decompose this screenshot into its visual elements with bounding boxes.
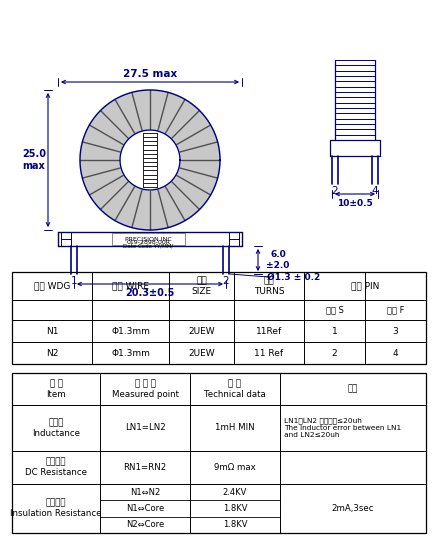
- Text: 4: 4: [372, 186, 378, 196]
- Text: Ø1.3 ± 0.2: Ø1.3 ± 0.2: [268, 273, 321, 281]
- Text: Date Code YY/MM/: Date Code YY/MM/: [123, 243, 174, 248]
- Text: 3: 3: [392, 327, 398, 335]
- Text: 2: 2: [332, 186, 338, 196]
- Text: 项 目
Item: 项 目 Item: [46, 379, 66, 399]
- Text: RN1=RN2: RN1=RN2: [123, 463, 167, 472]
- Polygon shape: [80, 90, 220, 230]
- Text: 末头 F: 末头 F: [387, 306, 404, 314]
- Text: 绕组 WDG: 绕组 WDG: [34, 281, 70, 291]
- Text: 络缘阻抗
Insulation Resistance: 络缘阻抗 Insulation Resistance: [10, 499, 102, 518]
- Text: 直流电际
DC Resistance: 直流电际 DC Resistance: [25, 458, 87, 477]
- Text: 11Ref: 11Ref: [256, 327, 282, 335]
- Text: 2UEW: 2UEW: [188, 348, 215, 358]
- Text: 指 标
Technical data: 指 标 Technical data: [204, 379, 266, 399]
- Text: 1.8KV: 1.8KV: [223, 504, 247, 513]
- Text: 10±0.5: 10±0.5: [337, 199, 373, 208]
- Text: 2: 2: [332, 348, 337, 358]
- Text: 1: 1: [71, 276, 77, 286]
- Text: 20.3±0.5: 20.3±0.5: [125, 288, 175, 298]
- Text: N1: N1: [46, 327, 58, 335]
- Text: 6.0
±2.0: 6.0 ±2.0: [266, 250, 290, 270]
- Bar: [112, 233, 185, 245]
- Text: 匠数
TURNS: 匠数 TURNS: [254, 276, 284, 296]
- Text: N1⇔N2: N1⇔N2: [130, 487, 160, 497]
- Text: PREC|SION INC: PREC|SION INC: [125, 236, 172, 241]
- Text: 针脚 PIN: 针脚 PIN: [351, 281, 379, 291]
- Text: 2mA,3sec: 2mA,3sec: [332, 504, 374, 513]
- Text: Φ1.3mm: Φ1.3mm: [111, 327, 150, 335]
- Text: N2⇔Core: N2⇔Core: [126, 520, 164, 529]
- Text: 起头 S: 起头 S: [326, 306, 344, 314]
- Text: 2.4KV: 2.4KV: [223, 487, 247, 497]
- Text: 测 试 点
Measured point: 测 试 点 Measured point: [111, 379, 179, 399]
- Text: LN1与LN2 电感偏差≤20uh
The inductor error between LN1
and LN2≤20uh: LN1与LN2 电感偏差≤20uh The inductor error bet…: [284, 418, 401, 438]
- Text: 规格
SIZE: 规格 SIZE: [191, 276, 212, 296]
- Text: 2UEW: 2UEW: [188, 327, 215, 335]
- Text: 2: 2: [223, 276, 229, 286]
- Text: N1⇔Core: N1⇔Core: [126, 504, 164, 513]
- Text: 1mH MIN: 1mH MIN: [215, 424, 255, 432]
- Text: 11 Ref: 11 Ref: [254, 348, 283, 358]
- Text: 备注: 备注: [348, 385, 358, 393]
- Text: 4: 4: [392, 348, 398, 358]
- Text: 019-2898-00R: 019-2898-00R: [127, 240, 170, 245]
- Bar: [12, 373, 426, 533]
- Text: N2: N2: [46, 348, 58, 358]
- Text: 1.8KV: 1.8KV: [223, 520, 247, 529]
- Text: 电感量
Inductance: 电感量 Inductance: [32, 418, 80, 438]
- Text: LN1=LN2: LN1=LN2: [125, 424, 165, 432]
- Polygon shape: [120, 130, 180, 190]
- Text: 线径 WIRE: 线径 WIRE: [112, 281, 149, 291]
- Text: 1: 1: [332, 327, 337, 335]
- Text: 25.0
max: 25.0 max: [22, 149, 46, 171]
- Bar: [12, 272, 426, 364]
- Text: Φ1.3mm: Φ1.3mm: [111, 348, 150, 358]
- Text: 9mΩ max: 9mΩ max: [214, 463, 256, 472]
- Text: 27.5 max: 27.5 max: [123, 69, 177, 79]
